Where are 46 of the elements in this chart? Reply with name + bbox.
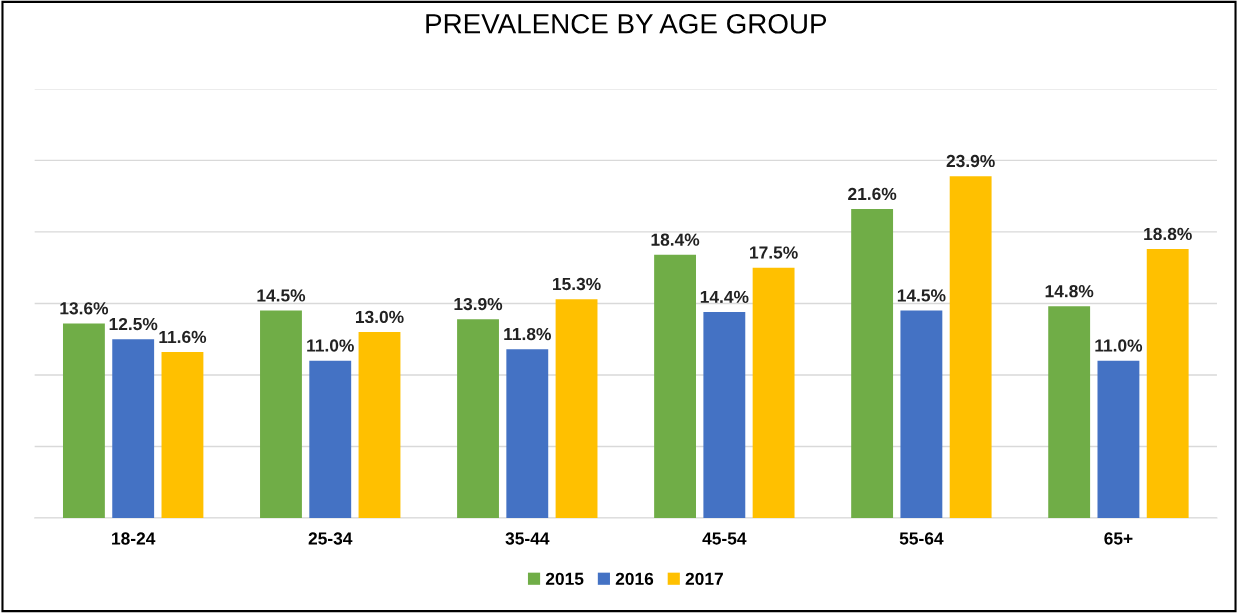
data-label: 11.8% [504,327,551,341]
legend-label: 2016 [615,572,654,585]
chart-title: PREVALENCE BY AGE GROUP [426,13,827,34]
bar [654,254,697,518]
data-label: 11.6% [159,330,207,344]
data-label: 13.6% [60,302,109,315]
data-label: 21.6% [848,187,897,201]
bar [358,332,401,518]
data-label: 12.5% [109,317,158,331]
data-label: 18.4% [651,233,700,246]
legend-label: 2017 [685,572,723,585]
x-tick-label: 55-64 [899,532,944,545]
legend-label: 2015 [545,572,584,585]
bar [62,323,105,518]
bar [949,176,992,518]
bar [1146,249,1189,518]
x-tick-label: 25-34 [308,532,353,545]
bar [703,312,746,518]
bar [900,310,943,518]
bar [752,267,795,518]
data-label: 13.0% [355,310,404,324]
bar [112,339,155,518]
data-label: 11.0% [307,339,354,352]
data-label: 14.5% [897,289,946,302]
data-label: 11.0% [1095,339,1143,352]
x-tick-label: 18-24 [112,532,156,545]
data-label: 13.9% [454,297,503,311]
x-tick-label: 35-44 [505,532,550,545]
bar [1048,306,1091,518]
data-label: 15.3% [553,277,601,291]
bar [1097,360,1140,518]
x-tick-label: 45-54 [702,532,747,545]
data-label: 14.4% [700,290,749,303]
data-label: 23.9% [946,154,995,168]
x-tick-label: 65+ [1104,532,1133,545]
data-label: 14.5% [257,289,306,302]
bar [457,319,499,518]
bar [506,349,549,518]
bar [161,352,204,518]
data-label: 18.8% [1144,227,1192,241]
bar [555,299,598,518]
bar [309,360,352,518]
data-label: 17.5% [750,246,798,259]
data-label: 14.8% [1045,285,1094,298]
bar [260,310,302,518]
bar [851,209,894,518]
